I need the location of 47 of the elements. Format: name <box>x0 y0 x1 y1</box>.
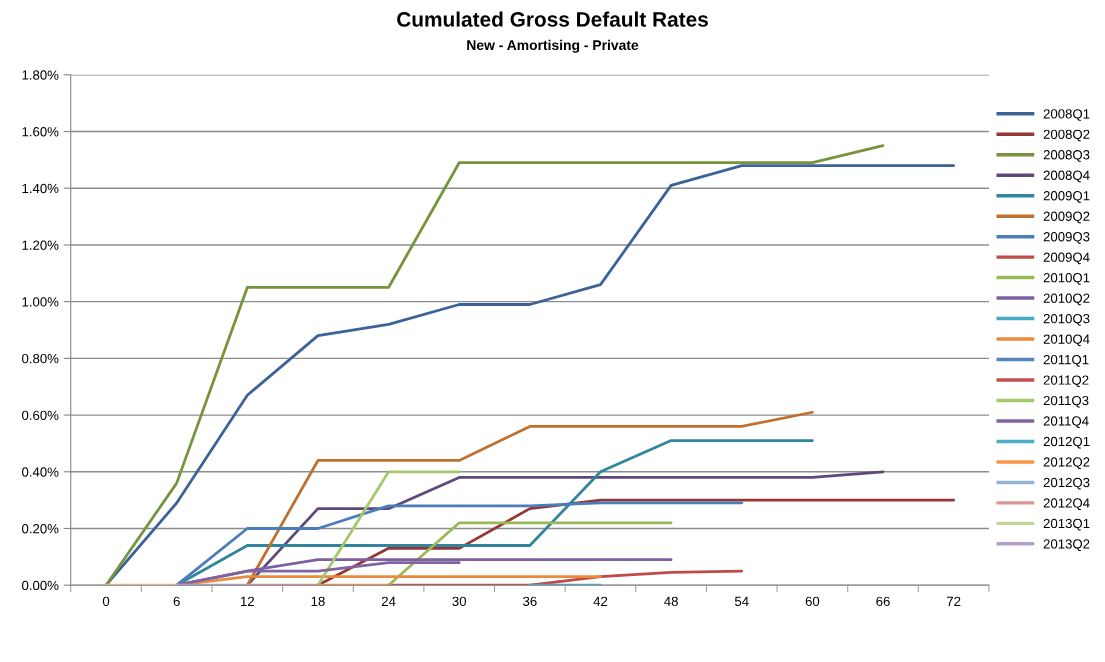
legend-label: 2011Q3 <box>1043 395 1089 408</box>
legend-label: 2008Q1 <box>1043 109 1090 121</box>
x-tick-label: 6 <box>173 596 180 607</box>
legend-label: 2010Q4 <box>1043 334 1090 347</box>
legend-label: 2012Q4 <box>1043 498 1090 510</box>
x-tick-label: 36 <box>523 596 537 607</box>
legend-label: 2012Q3 <box>1043 477 1090 490</box>
x-tick-label: 72 <box>947 596 961 606</box>
legend-label: 2009Q4 <box>1043 252 1090 265</box>
y-tick-label: 1.80% <box>22 70 59 80</box>
legend-label: 2008Q3 <box>1043 150 1090 162</box>
y-tick-label: 0.20% <box>22 524 59 534</box>
y-tick-label: 1.40% <box>22 183 59 194</box>
legend-label: 2011Q1 <box>1043 354 1089 367</box>
legend-label: 2010Q1 <box>1043 273 1090 285</box>
legend-label: 2009Q1 <box>1043 191 1090 203</box>
y-tick-label: 0.00% <box>22 580 59 591</box>
legend-label: 2012Q2 <box>1043 457 1090 470</box>
x-tick-label: 66 <box>876 596 890 607</box>
legend-label: 2008Q2 <box>1043 129 1090 142</box>
y-tick-label: 1.60% <box>22 127 59 137</box>
legend-label: 2010Q3 <box>1043 313 1090 326</box>
legend-label: 2011Q4 <box>1043 416 1089 429</box>
x-tick-label: 0 <box>102 596 110 607</box>
x-tick-label: 30 <box>452 596 467 607</box>
chart-subtitle: New - Amortising - Private <box>467 39 639 53</box>
legend-label: 2013Q1 <box>1043 518 1090 531</box>
y-tick-label: 0.40% <box>22 467 59 477</box>
y-tick-label: 1.20% <box>22 240 59 250</box>
x-tick-label: 42 <box>593 596 608 606</box>
legend-label: 2011Q2 <box>1043 375 1089 388</box>
y-tick-label: 0.60% <box>22 410 59 420</box>
y-tick-label: 1.00% <box>22 297 59 307</box>
x-tick-label: 18 <box>311 596 325 607</box>
legend-label: 2012Q1 <box>1043 436 1090 449</box>
chart-title: Cumulated Gross Default Rates <box>397 11 708 27</box>
x-tick-label: 54 <box>734 596 749 607</box>
y-tick-label: 0.80% <box>22 353 59 364</box>
legend-label: 2009Q2 <box>1043 211 1090 224</box>
legend-label: 2008Q4 <box>1043 170 1090 183</box>
x-tick-label: 12 <box>240 596 254 606</box>
x-tick-label: 24 <box>381 596 396 606</box>
x-tick-label: 60 <box>805 596 820 607</box>
legend-label: 2013Q2 <box>1043 539 1090 551</box>
x-tick-label: 48 <box>664 596 678 607</box>
legend-label: 2009Q3 <box>1043 232 1090 244</box>
legend-label: 2010Q2 <box>1043 293 1090 306</box>
